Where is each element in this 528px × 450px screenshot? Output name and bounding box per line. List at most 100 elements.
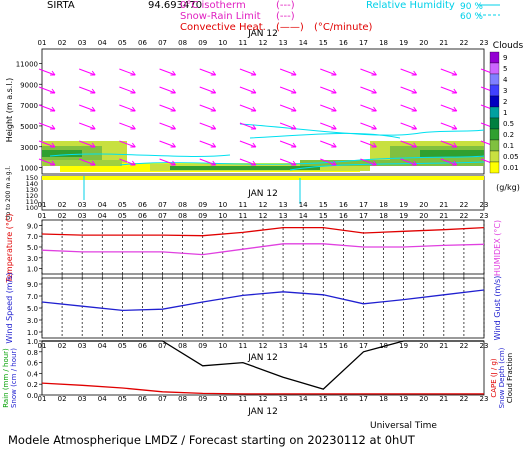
hour-temp-08: 08 (178, 212, 187, 220)
wind-arrow (440, 68, 458, 76)
hour-precip-top-14: 14 (299, 342, 308, 350)
hour-low-11: 11 (238, 201, 247, 209)
hour-precip-top-12: 12 (259, 342, 268, 350)
hour-precip-top-11: 11 (238, 342, 247, 350)
header: SIRTA 94.693470 0°C isotherm (---) Snow-Ra… (47, 0, 500, 33)
hour-top-23: 23 (480, 39, 489, 47)
hour-low-06: 06 (138, 201, 147, 209)
wind-arrow (159, 104, 176, 112)
wind-panel-ytick-label-9.0: 9.0 (27, 281, 38, 289)
hour-bottom-09: 09 (198, 395, 207, 403)
wind-arrow (199, 158, 217, 166)
colorbar-swatch (489, 117, 500, 130)
hour-low-03: 03 (78, 201, 87, 209)
hour-low-05: 05 (118, 201, 127, 209)
colorbar-label-0: 9 (503, 54, 507, 62)
hour-low-07: 07 (158, 201, 167, 209)
hour-temp-16: 16 (339, 212, 348, 220)
hour-low-21: 21 (439, 201, 448, 209)
wind-arrow (440, 86, 458, 94)
temperature-panel-series-0 (41, 226, 485, 237)
wind-arrow (199, 104, 217, 112)
precip-panel-series-1 (41, 382, 484, 395)
panels: 01 02 03 04 05 06 07 08 09 10 11 12 13 14 15 16 17 18 19 20… (2, 29, 524, 417)
precip-panel-ytick-label-1.0: 1.0 (27, 338, 38, 346)
date-label-top: JAN 12 (247, 29, 278, 39)
snowdepth-axis-label: Snow Depth (cm) (498, 347, 506, 408)
hour-precip-top-19: 19 (399, 342, 408, 350)
wind-arrow (440, 158, 458, 166)
wind-arrow (119, 86, 136, 94)
wind-arrow (279, 140, 297, 148)
hour-temp-20: 20 (419, 212, 428, 220)
hour-top-09: 09 (198, 39, 207, 47)
wind-arrow (79, 158, 96, 166)
hour-precip-top-15: 15 (319, 342, 328, 350)
hour-low-20: 20 (419, 201, 428, 209)
wind-arrow (400, 104, 418, 112)
header-legend: 0°C isotherm (---) Snow-Rain Limit (---) Con… (180, 0, 373, 33)
precip-panel-ytick-label-0.2: 0.2 (27, 381, 38, 389)
hour-top-13: 13 (279, 39, 288, 47)
hour-temp-09: 09 (198, 212, 207, 220)
wind-arrow (360, 104, 377, 112)
temperature-panel-ytick-label-3.0: 3.0 (27, 255, 38, 263)
wind-arrow (159, 86, 176, 94)
hour-temp-06: 06 (138, 212, 147, 220)
cloudfraction-axis-label: Cloud Fraction (506, 353, 514, 403)
wind-arrow (320, 122, 337, 130)
wind-arrow (320, 158, 337, 166)
humidity-legend-label: Relative Humidity (366, 0, 455, 11)
wind-arrow (239, 158, 257, 166)
wind-arrow (400, 86, 418, 94)
hour-temp-21: 21 (439, 212, 448, 220)
hour-top-20: 20 (419, 39, 428, 47)
wind-arrow (79, 68, 96, 76)
colorbar-label-5: 1 (503, 109, 507, 117)
wind-arrow (440, 140, 458, 148)
hour-low-22: 22 (459, 201, 468, 209)
wind-arrow (79, 104, 96, 112)
wind-arrow (279, 104, 297, 112)
wind-arrow (279, 68, 297, 76)
wind-arrow (320, 104, 337, 112)
wind-arrow (239, 68, 257, 76)
hour-top-06: 06 (138, 39, 147, 47)
humidity-value-90: 90 % (460, 2, 483, 12)
hour-low-13: 13 (279, 201, 288, 209)
lowlevel-humidity (83, 176, 301, 204)
wind-arrow (119, 158, 136, 166)
wind-arrow (38, 68, 56, 76)
hour-bottom-18: 18 (379, 395, 388, 403)
wind-arrow (159, 122, 176, 130)
hour-bottom-04: 04 (98, 395, 107, 403)
hour-low-12: 12 (259, 201, 268, 209)
site-name: SIRTA (47, 0, 75, 11)
colorbar-unit: (g/kg) (496, 183, 520, 192)
colorbar-swatch (489, 73, 500, 86)
cloud-band-10 (42, 160, 122, 166)
height-tick-label-9000: 9000 (20, 81, 38, 89)
height-tick-label-11000: 11000 (16, 60, 38, 68)
wind-arrow (159, 68, 176, 76)
cloud-band-2 (42, 150, 82, 157)
hour-precip-top-16: 16 (339, 342, 348, 350)
wind-arrow (199, 86, 217, 94)
hour-top-02: 02 (58, 39, 67, 47)
lowlevel-axis-label: Up to 200 m a.g.l. (5, 166, 12, 220)
hour-low-14: 14 (299, 201, 308, 209)
wind-arrow (400, 158, 418, 166)
wind-arrow (239, 122, 257, 130)
hour-precip-top-08: 08 (178, 342, 187, 350)
colorbar-label-3: 3 (503, 87, 507, 95)
date-label-precip: JAN 12 (247, 353, 278, 363)
wind-arrow (320, 86, 337, 94)
wind-arrow (79, 140, 96, 148)
hour-top-01: 01 (38, 39, 47, 47)
wind-arrow (119, 122, 136, 130)
hour-precip-top-03: 03 (78, 342, 87, 350)
hour-low-01: 01 (38, 201, 47, 209)
legend-label-0: 0°C isotherm (180, 0, 246, 11)
hour-top-18: 18 (379, 39, 388, 47)
hour-top-03: 03 (78, 39, 87, 47)
